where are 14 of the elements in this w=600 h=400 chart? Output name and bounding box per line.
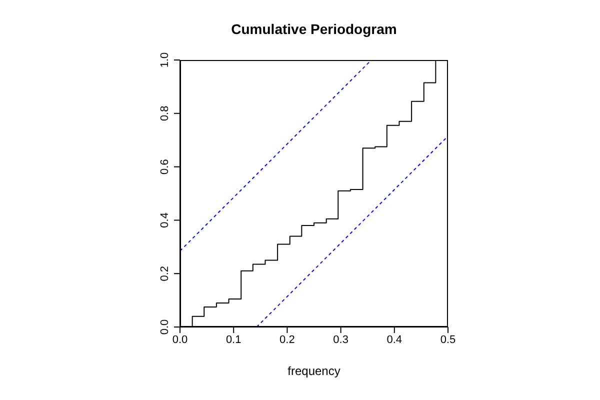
y-tick-label: 0.4 <box>159 212 171 228</box>
y-tick-label: 0.2 <box>159 266 171 282</box>
x-tick-label: 0.2 <box>280 334 295 346</box>
x-tick-label: 0.4 <box>386 334 402 346</box>
x-tick-label: 0.3 <box>333 334 348 346</box>
y-tick-label: 1.0 <box>159 52 171 68</box>
x-tick-label: 0.5 <box>440 334 456 346</box>
x-axis-title: frequency <box>288 364 340 378</box>
y-tick-label: 0.8 <box>159 106 171 122</box>
x-tick-label: 0.0 <box>172 334 188 346</box>
y-tick-label: 0.6 <box>159 159 171 174</box>
y-tick-label: 0.0 <box>159 319 171 335</box>
x-tick-label: 0.1 <box>226 334 242 346</box>
chart-title: Cumulative Periodogram <box>230 21 398 37</box>
